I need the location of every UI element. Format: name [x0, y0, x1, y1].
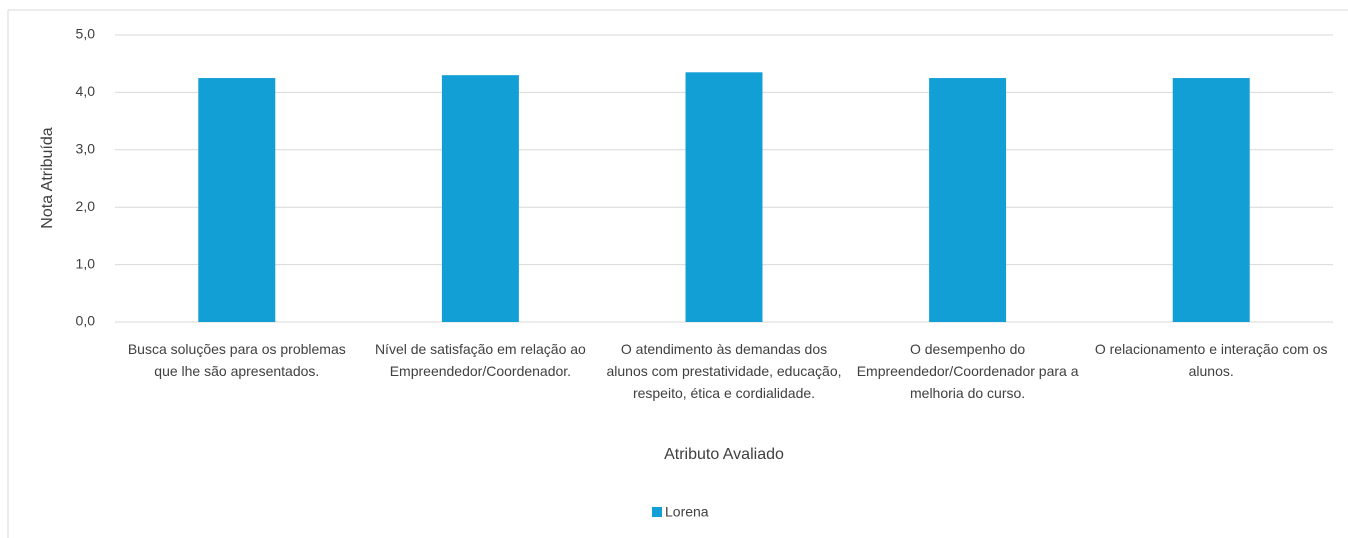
- legend-label: Lorena: [665, 504, 709, 520]
- y-tick-label: 1,0: [76, 255, 96, 271]
- y-tick-label: 5,0: [76, 26, 96, 42]
- x-tick-label: Busca soluções para os problemas que lhe…: [127, 341, 346, 379]
- x-tick-label: Nível de satisfação em relação ao Empree…: [374, 341, 586, 379]
- bar: [685, 72, 763, 322]
- bar: [198, 78, 276, 322]
- y-tick-label: 0,0: [76, 313, 96, 329]
- y-tick-label: 3,0: [76, 141, 96, 157]
- x-tick-label: O atendimento às demandas dos alunos com…: [606, 341, 842, 401]
- bar: [1172, 78, 1250, 322]
- x-axis-title: Atributo Avaliado: [664, 446, 784, 463]
- x-tick-label: O relacionamento e interação com os alun…: [1094, 341, 1328, 379]
- legend-swatch: [652, 507, 662, 517]
- x-tick-label: O desempenho do Empreendedor/Coordenador…: [856, 341, 1079, 401]
- bar: [929, 78, 1007, 322]
- bar: [441, 75, 519, 323]
- y-tick-label: 2,0: [76, 198, 96, 214]
- y-axis-title: Nota Atribuída: [39, 127, 56, 229]
- y-tick-label: 4,0: [76, 83, 96, 99]
